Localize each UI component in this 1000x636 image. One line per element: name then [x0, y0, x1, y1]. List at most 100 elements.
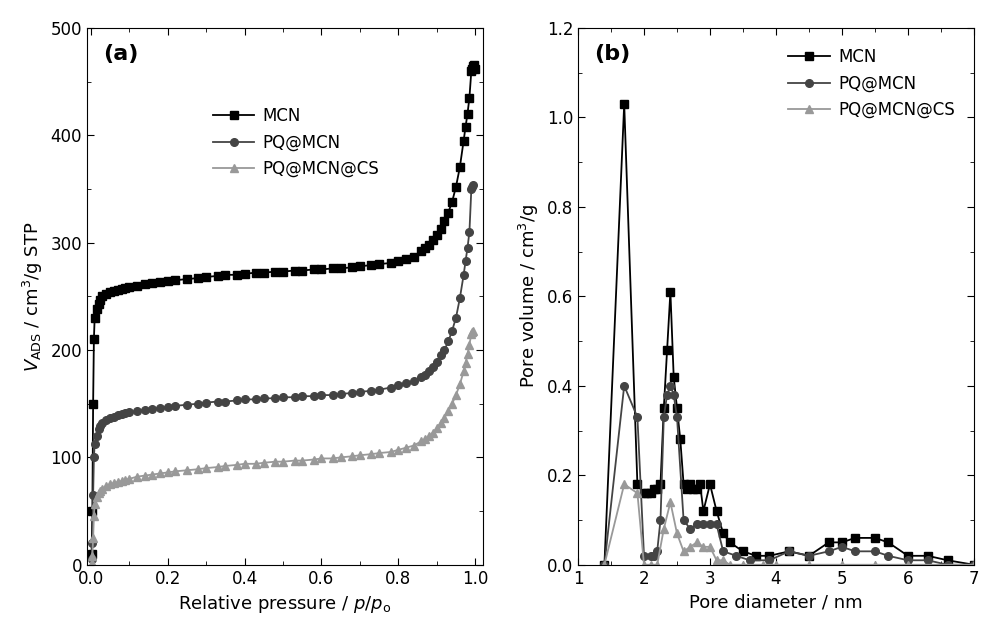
PQ@MCN — [968, 561, 980, 569]
PQ@MCN@CS — [645, 561, 657, 569]
Legend: MCN, PQ@MCN, PQ@MCN@CS: MCN, PQ@MCN, PQ@MCN@CS — [782, 41, 962, 125]
MCN — [618, 100, 630, 107]
MCN — [687, 485, 699, 492]
MCN — [104, 288, 116, 296]
PQ@MCN — [467, 181, 479, 188]
PQ@MCN — [231, 397, 243, 404]
PQ@MCN@CS — [968, 561, 980, 569]
MCN — [711, 508, 723, 515]
PQ@MCN@CS — [86, 559, 98, 567]
PQ@MCN@CS — [154, 469, 166, 477]
PQ@MCN@CS — [678, 548, 690, 555]
PQ@MCN@CS — [711, 556, 723, 564]
PQ@MCN — [823, 548, 835, 555]
PQ@MCN — [704, 521, 716, 529]
MCN — [678, 480, 690, 488]
MCN — [704, 480, 716, 488]
MCN — [598, 561, 610, 569]
MCN — [697, 508, 709, 515]
PQ@MCN — [618, 382, 630, 390]
Line: PQ@MCN@CS: PQ@MCN@CS — [601, 480, 978, 569]
MCN — [674, 436, 686, 443]
Line: MCN: MCN — [88, 62, 479, 558]
MCN — [694, 480, 706, 488]
MCN — [803, 552, 815, 560]
PQ@MCN — [638, 552, 650, 560]
PQ@MCN@CS — [770, 561, 782, 569]
MCN — [96, 293, 108, 300]
PQ@MCN — [446, 327, 458, 335]
PQ@MCN@CS — [638, 561, 650, 569]
PQ@MCN@CS — [446, 400, 458, 408]
PQ@MCN — [803, 552, 815, 560]
MCN — [258, 269, 270, 277]
PQ@MCN@CS — [902, 561, 914, 569]
X-axis label: Pore diameter / nm: Pore diameter / nm — [689, 593, 863, 611]
PQ@MCN — [598, 561, 610, 569]
PQ@MCN — [465, 185, 477, 193]
PQ@MCN — [123, 408, 135, 416]
PQ@MCN — [645, 552, 657, 560]
Line: PQ@MCN@CS: PQ@MCN@CS — [88, 327, 477, 567]
MCN — [638, 489, 650, 497]
MCN — [671, 404, 683, 412]
MCN — [468, 62, 480, 69]
MCN — [763, 552, 775, 560]
MCN — [968, 561, 980, 569]
PQ@MCN@CS — [737, 561, 749, 569]
PQ@MCN — [86, 556, 98, 563]
Legend: MCN, PQ@MCN, PQ@MCN@CS: MCN, PQ@MCN, PQ@MCN@CS — [206, 100, 386, 184]
PQ@MCN — [668, 391, 680, 399]
MCN — [750, 552, 762, 560]
PQ@MCN — [922, 556, 934, 564]
PQ@MCN — [658, 413, 670, 421]
PQ@MCN@CS — [651, 561, 663, 569]
PQ@MCN — [697, 521, 709, 529]
PQ@MCN@CS — [803, 561, 815, 569]
PQ@MCN — [783, 548, 795, 555]
PQ@MCN@CS — [691, 539, 703, 546]
PQ@MCN — [711, 521, 723, 529]
MCN — [641, 489, 653, 497]
MCN — [836, 539, 848, 546]
PQ@MCN@CS — [704, 543, 716, 551]
PQ@MCN@CS — [684, 543, 696, 551]
PQ@MCN — [869, 548, 881, 555]
PQ@MCN@CS — [717, 556, 729, 564]
PQ@MCN — [671, 413, 683, 421]
Text: (a): (a) — [103, 44, 138, 64]
PQ@MCN@CS — [467, 327, 479, 335]
MCN — [658, 404, 670, 412]
PQ@MCN — [691, 521, 703, 529]
Y-axis label: $V_{\mathrm{ADS}}$ / cm$^{3}$/g STP: $V_{\mathrm{ADS}}$ / cm$^{3}$/g STP — [21, 221, 45, 371]
PQ@MCN@CS — [631, 489, 643, 497]
Y-axis label: Pore volume / cm$^{3}$/g: Pore volume / cm$^{3}$/g — [517, 204, 541, 389]
MCN — [681, 485, 693, 492]
MCN — [823, 539, 835, 546]
PQ@MCN@CS — [289, 457, 301, 464]
PQ@MCN@CS — [671, 530, 683, 537]
MCN — [783, 548, 795, 555]
MCN — [684, 480, 696, 488]
MCN — [902, 552, 914, 560]
MCN — [717, 530, 729, 537]
MCN — [668, 373, 680, 380]
PQ@MCN@CS — [664, 498, 676, 506]
PQ@MCN@CS — [724, 561, 736, 569]
MCN — [691, 485, 703, 492]
PQ@MCN@CS — [697, 543, 709, 551]
MCN — [661, 346, 673, 354]
PQ@MCN — [648, 552, 660, 560]
PQ@MCN — [730, 552, 742, 560]
PQ@MCN@CS — [757, 561, 769, 569]
Line: MCN: MCN — [601, 100, 978, 569]
PQ@MCN — [744, 556, 756, 564]
Line: PQ@MCN: PQ@MCN — [88, 181, 477, 563]
MCN — [869, 534, 881, 542]
MCN — [427, 237, 439, 244]
MCN — [849, 534, 861, 542]
MCN — [469, 65, 481, 73]
MCN — [664, 288, 676, 296]
MCN — [737, 548, 749, 555]
MCN — [645, 489, 657, 497]
